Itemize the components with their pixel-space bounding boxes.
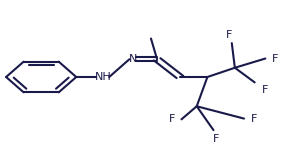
Text: N: N: [128, 54, 137, 64]
Text: F: F: [271, 54, 278, 63]
Text: F: F: [261, 85, 268, 95]
Text: F: F: [251, 114, 257, 124]
Text: NH: NH: [95, 72, 111, 82]
Text: F: F: [213, 134, 219, 144]
Text: F: F: [226, 30, 232, 40]
Text: F: F: [169, 114, 175, 124]
